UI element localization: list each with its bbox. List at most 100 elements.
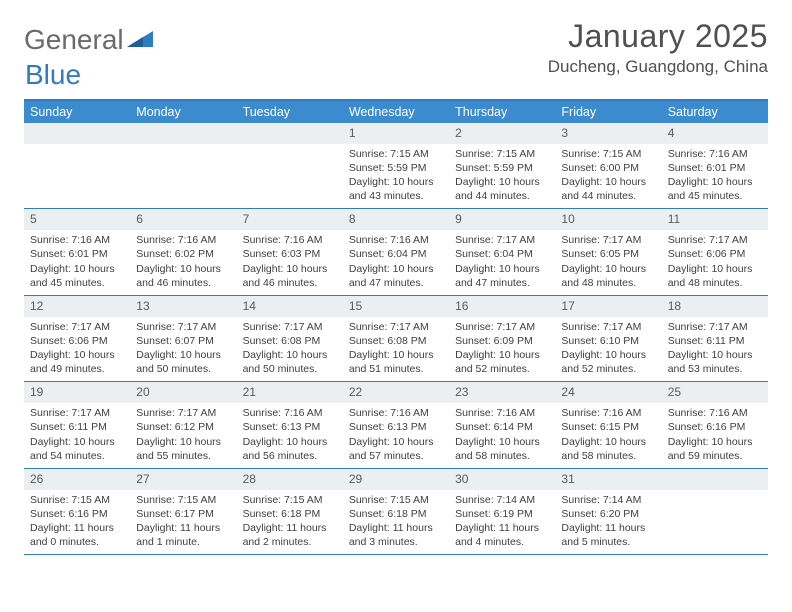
day-cell: 21Sunrise: 7:16 AMSunset: 6:13 PMDayligh… xyxy=(237,382,343,467)
day-body: Sunrise: 7:17 AMSunset: 6:11 PMDaylight:… xyxy=(662,317,768,382)
month-title: January 2025 xyxy=(548,18,768,55)
sunrise-line: Sunrise: 7:17 AM xyxy=(30,320,124,334)
daylight-line: Daylight: 10 hours and 47 minutes. xyxy=(349,262,443,290)
day-body: Sunrise: 7:15 AMSunset: 5:59 PMDaylight:… xyxy=(343,144,449,209)
day-number: 28 xyxy=(237,469,343,490)
sunrise-line: Sunrise: 7:16 AM xyxy=(136,233,230,247)
day-body: Sunrise: 7:17 AMSunset: 6:10 PMDaylight:… xyxy=(555,317,661,382)
day-body: Sunrise: 7:17 AMSunset: 6:11 PMDaylight:… xyxy=(24,403,130,468)
day-number: 2 xyxy=(449,123,555,144)
day-cell: 28Sunrise: 7:15 AMSunset: 6:18 PMDayligh… xyxy=(237,469,343,554)
sunset-line: Sunset: 6:02 PM xyxy=(136,247,230,261)
day-number: 5 xyxy=(24,209,130,230)
sunrise-line: Sunrise: 7:17 AM xyxy=(349,320,443,334)
day-number: 29 xyxy=(343,469,449,490)
day-number: 24 xyxy=(555,382,661,403)
sunset-line: Sunset: 6:17 PM xyxy=(136,507,230,521)
day-cell: 18Sunrise: 7:17 AMSunset: 6:11 PMDayligh… xyxy=(662,296,768,381)
day-number: 26 xyxy=(24,469,130,490)
day-cell: 12Sunrise: 7:17 AMSunset: 6:06 PMDayligh… xyxy=(24,296,130,381)
sunset-line: Sunset: 6:01 PM xyxy=(668,161,762,175)
daylight-line: Daylight: 10 hours and 57 minutes. xyxy=(349,435,443,463)
day-cell: 9Sunrise: 7:17 AMSunset: 6:04 PMDaylight… xyxy=(449,209,555,294)
day-cell: 2Sunrise: 7:15 AMSunset: 5:59 PMDaylight… xyxy=(449,123,555,208)
day-cell: 19Sunrise: 7:17 AMSunset: 6:11 PMDayligh… xyxy=(24,382,130,467)
day-cell: 6Sunrise: 7:16 AMSunset: 6:02 PMDaylight… xyxy=(130,209,236,294)
dow-cell: Monday xyxy=(130,101,236,123)
sunset-line: Sunset: 6:14 PM xyxy=(455,420,549,434)
daylight-line: Daylight: 10 hours and 54 minutes. xyxy=(30,435,124,463)
sunrise-line: Sunrise: 7:16 AM xyxy=(668,406,762,420)
day-cell: 5Sunrise: 7:16 AMSunset: 6:01 PMDaylight… xyxy=(24,209,130,294)
day-number: 11 xyxy=(662,209,768,230)
sunrise-line: Sunrise: 7:17 AM xyxy=(455,320,549,334)
sunset-line: Sunset: 6:09 PM xyxy=(455,334,549,348)
dow-cell: Friday xyxy=(555,101,661,123)
day-number: 9 xyxy=(449,209,555,230)
daylight-line: Daylight: 10 hours and 58 minutes. xyxy=(455,435,549,463)
day-body: Sunrise: 7:16 AMSunset: 6:14 PMDaylight:… xyxy=(449,403,555,468)
dow-cell: Sunday xyxy=(24,101,130,123)
week-row: 1Sunrise: 7:15 AMSunset: 5:59 PMDaylight… xyxy=(24,123,768,209)
day-body: Sunrise: 7:16 AMSunset: 6:04 PMDaylight:… xyxy=(343,230,449,295)
title-block: January 2025 Ducheng, Guangdong, China xyxy=(548,18,768,77)
week-row: 5Sunrise: 7:16 AMSunset: 6:01 PMDaylight… xyxy=(24,209,768,295)
day-cell: 17Sunrise: 7:17 AMSunset: 6:10 PMDayligh… xyxy=(555,296,661,381)
sunset-line: Sunset: 6:06 PM xyxy=(668,247,762,261)
sunset-line: Sunset: 6:05 PM xyxy=(561,247,655,261)
brand-triangle-icon xyxy=(127,29,153,49)
dow-cell: Saturday xyxy=(662,101,768,123)
sunset-line: Sunset: 6:16 PM xyxy=(30,507,124,521)
day-body: Sunrise: 7:15 AMSunset: 6:18 PMDaylight:… xyxy=(237,490,343,555)
sunset-line: Sunset: 6:13 PM xyxy=(349,420,443,434)
day-number: 21 xyxy=(237,382,343,403)
day-cell xyxy=(24,123,130,208)
day-cell: 10Sunrise: 7:17 AMSunset: 6:05 PMDayligh… xyxy=(555,209,661,294)
sunrise-line: Sunrise: 7:15 AM xyxy=(30,493,124,507)
calendar: Sunday Monday Tuesday Wednesday Thursday… xyxy=(24,99,768,555)
day-number xyxy=(237,123,343,144)
day-body: Sunrise: 7:17 AMSunset: 6:05 PMDaylight:… xyxy=(555,230,661,295)
sunset-line: Sunset: 6:12 PM xyxy=(136,420,230,434)
day-body: Sunrise: 7:17 AMSunset: 6:06 PMDaylight:… xyxy=(662,230,768,295)
day-body: Sunrise: 7:15 AMSunset: 6:16 PMDaylight:… xyxy=(24,490,130,555)
sunrise-line: Sunrise: 7:15 AM xyxy=(561,147,655,161)
day-cell: 30Sunrise: 7:14 AMSunset: 6:19 PMDayligh… xyxy=(449,469,555,554)
day-number: 18 xyxy=(662,296,768,317)
dow-cell: Wednesday xyxy=(343,101,449,123)
day-body: Sunrise: 7:17 AMSunset: 6:08 PMDaylight:… xyxy=(237,317,343,382)
sunset-line: Sunset: 6:04 PM xyxy=(455,247,549,261)
day-body: Sunrise: 7:15 AMSunset: 6:17 PMDaylight:… xyxy=(130,490,236,555)
day-number xyxy=(24,123,130,144)
sunrise-line: Sunrise: 7:17 AM xyxy=(243,320,337,334)
day-body: Sunrise: 7:17 AMSunset: 6:08 PMDaylight:… xyxy=(343,317,449,382)
day-cell: 8Sunrise: 7:16 AMSunset: 6:04 PMDaylight… xyxy=(343,209,449,294)
day-body: Sunrise: 7:16 AMSunset: 6:15 PMDaylight:… xyxy=(555,403,661,468)
day-number: 8 xyxy=(343,209,449,230)
day-number: 20 xyxy=(130,382,236,403)
sunrise-line: Sunrise: 7:17 AM xyxy=(668,320,762,334)
sunrise-line: Sunrise: 7:14 AM xyxy=(455,493,549,507)
sunrise-line: Sunrise: 7:15 AM xyxy=(136,493,230,507)
day-number: 19 xyxy=(24,382,130,403)
day-cell xyxy=(662,469,768,554)
sunset-line: Sunset: 6:08 PM xyxy=(243,334,337,348)
day-cell xyxy=(130,123,236,208)
day-cell: 25Sunrise: 7:16 AMSunset: 6:16 PMDayligh… xyxy=(662,382,768,467)
day-number: 13 xyxy=(130,296,236,317)
sunset-line: Sunset: 6:08 PM xyxy=(349,334,443,348)
day-number: 10 xyxy=(555,209,661,230)
day-cell: 20Sunrise: 7:17 AMSunset: 6:12 PMDayligh… xyxy=(130,382,236,467)
sunset-line: Sunset: 6:18 PM xyxy=(243,507,337,521)
day-number: 6 xyxy=(130,209,236,230)
day-body: Sunrise: 7:14 AMSunset: 6:20 PMDaylight:… xyxy=(555,490,661,555)
daylight-line: Daylight: 10 hours and 44 minutes. xyxy=(561,175,655,203)
daylight-line: Daylight: 10 hours and 55 minutes. xyxy=(136,435,230,463)
daylight-line: Daylight: 10 hours and 58 minutes. xyxy=(561,435,655,463)
brand-logo: General xyxy=(24,18,153,56)
daylight-line: Daylight: 10 hours and 45 minutes. xyxy=(668,175,762,203)
sunset-line: Sunset: 6:07 PM xyxy=(136,334,230,348)
day-cell: 26Sunrise: 7:15 AMSunset: 6:16 PMDayligh… xyxy=(24,469,130,554)
brand-text-2: Blue xyxy=(25,59,81,90)
sunrise-line: Sunrise: 7:16 AM xyxy=(561,406,655,420)
